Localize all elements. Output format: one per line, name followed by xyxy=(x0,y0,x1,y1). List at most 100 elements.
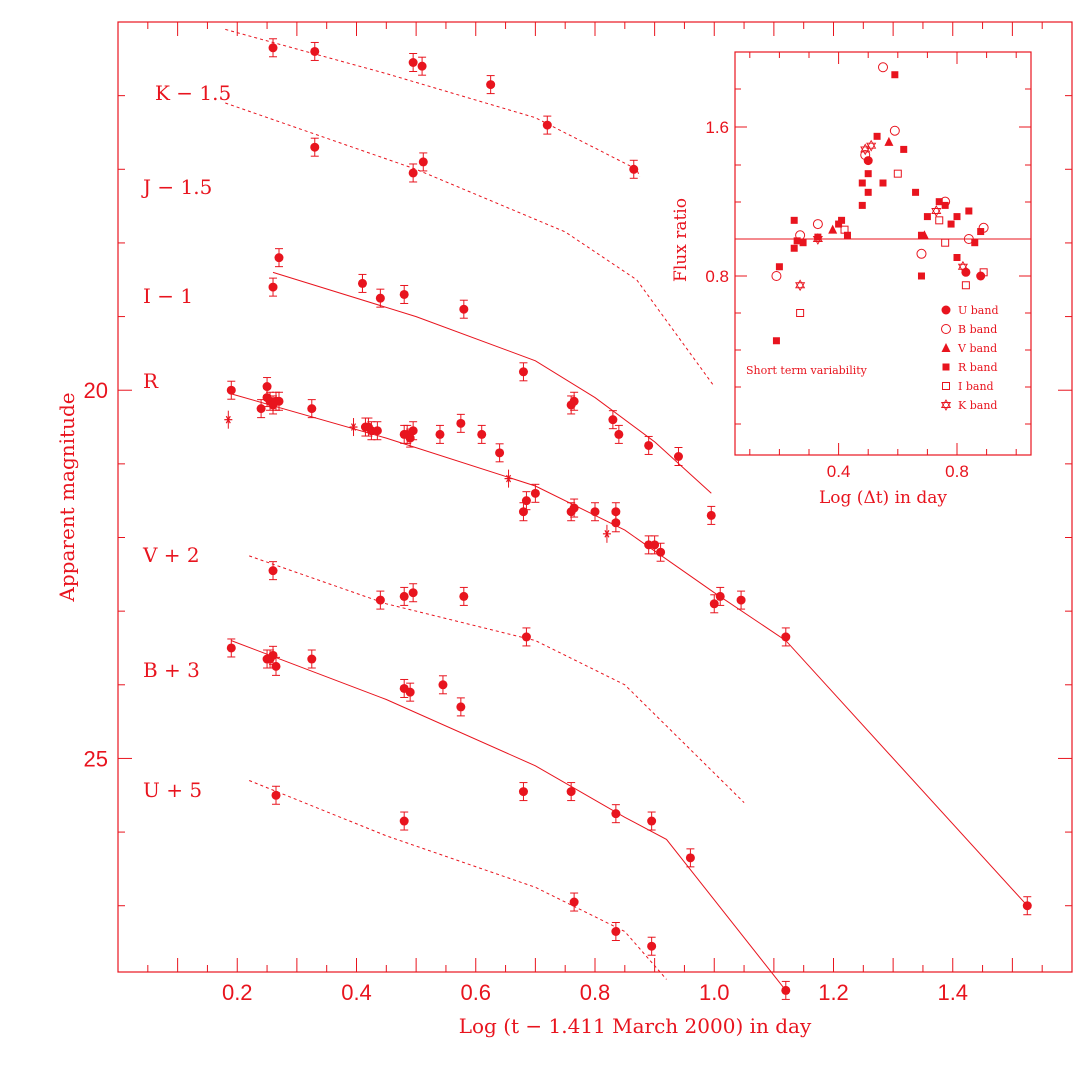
data-point xyxy=(375,595,385,605)
data-point xyxy=(408,58,418,68)
data-point xyxy=(518,787,528,797)
marker-r-band xyxy=(790,216,798,224)
data-point xyxy=(656,547,666,557)
inset-y-tick-label: 1.6 xyxy=(705,118,729,137)
legend-label: R band xyxy=(958,361,998,374)
asterisk-point xyxy=(349,418,358,437)
marker-i-band xyxy=(979,268,988,277)
data-point xyxy=(438,680,448,690)
marker-r-band xyxy=(900,145,908,153)
marker-u-band xyxy=(863,156,873,166)
data-point xyxy=(715,591,725,601)
marker-k-tri xyxy=(940,399,952,408)
legend-entry: B band xyxy=(941,323,997,336)
marker-i-band xyxy=(942,382,950,390)
data-point xyxy=(647,816,657,826)
legend-entry: V band xyxy=(941,342,997,355)
data-point xyxy=(226,643,236,653)
data-point xyxy=(405,433,415,443)
inset-y-axis-title: Flux ratio xyxy=(671,198,691,282)
data-point xyxy=(418,157,428,167)
series-label: U + 5 xyxy=(143,778,202,802)
marker-r-band xyxy=(799,239,807,247)
data-point xyxy=(706,510,716,520)
marker-r-band xyxy=(873,132,881,140)
data-point xyxy=(310,142,320,152)
marker-r-band xyxy=(858,201,866,209)
legend-entry: I band xyxy=(942,380,994,393)
marker-r-band xyxy=(864,188,872,196)
data-point xyxy=(650,540,660,550)
inset-x-tick-label: 0.4 xyxy=(827,462,851,481)
data-point xyxy=(477,429,487,439)
data-point xyxy=(608,415,618,425)
data-point xyxy=(456,418,466,428)
y-tick-label: 25 xyxy=(84,746,108,771)
marker-r-band xyxy=(879,179,887,187)
marker-k-tri xyxy=(795,279,806,289)
data-point xyxy=(569,396,579,406)
marker-i-band xyxy=(935,216,944,225)
data-point xyxy=(781,632,791,642)
asterisk-point xyxy=(602,524,611,543)
data-point xyxy=(408,588,418,598)
data-point xyxy=(1022,901,1032,911)
marker-r-band xyxy=(935,198,943,206)
marker-k-tri xyxy=(931,205,942,214)
data-point xyxy=(399,816,409,826)
marker-b-band xyxy=(889,125,900,136)
data-point xyxy=(611,926,621,936)
x-tick-label: 1.0 xyxy=(699,980,730,1005)
marker-k-tri xyxy=(866,142,877,152)
data-point xyxy=(614,429,624,439)
marker-i-band xyxy=(893,169,902,178)
marker-b-band xyxy=(963,234,974,244)
marker-r-band xyxy=(891,71,899,79)
y-axis-title: Apparent magnitude xyxy=(55,392,79,602)
data-point xyxy=(647,941,657,951)
series-label: J − 1.5 xyxy=(141,175,212,199)
model-curve xyxy=(225,102,715,387)
y-tick-label: 20 xyxy=(84,378,108,403)
legend-label: U band xyxy=(958,304,999,317)
data-point xyxy=(417,61,427,71)
data-point xyxy=(542,120,552,130)
data-point xyxy=(271,790,281,800)
marker-k-band xyxy=(866,139,877,152)
marker-k-band xyxy=(795,279,806,292)
marker-r-band xyxy=(775,263,783,271)
marker-k-tri xyxy=(860,146,871,156)
marker-r-band xyxy=(941,201,949,209)
inset-frame xyxy=(734,51,1032,456)
series-label: K − 1.5 xyxy=(155,81,231,105)
data-point xyxy=(268,566,278,576)
data-point xyxy=(644,440,654,450)
inset-x-tick-label: 0.8 xyxy=(945,462,969,481)
x-tick-label: 1.4 xyxy=(937,980,968,1005)
marker-b-band xyxy=(812,219,823,230)
data-point xyxy=(569,503,579,513)
data-point xyxy=(673,451,683,461)
data-point xyxy=(268,282,278,292)
x-tick-label: 0.2 xyxy=(222,980,253,1005)
x-tick-label: 0.4 xyxy=(341,980,372,1005)
marker-r-band xyxy=(947,220,955,228)
data-point xyxy=(629,164,639,174)
data-point xyxy=(521,496,531,506)
marker-b-band xyxy=(916,248,927,259)
data-point xyxy=(518,367,528,377)
marker-i-band xyxy=(941,238,950,247)
data-point xyxy=(405,687,415,697)
asterisk-point xyxy=(504,469,513,488)
data-point xyxy=(590,507,600,517)
legend-entry: U band xyxy=(941,304,999,317)
data-point xyxy=(781,985,791,995)
data-point xyxy=(486,80,496,90)
data-point xyxy=(268,43,278,53)
inset-x-axis-title: Log (Δt) in day xyxy=(819,488,947,508)
data-point xyxy=(372,426,382,436)
marker-r-band xyxy=(971,239,979,247)
data-point xyxy=(530,488,540,498)
x-tick-label: 1.2 xyxy=(818,980,849,1005)
